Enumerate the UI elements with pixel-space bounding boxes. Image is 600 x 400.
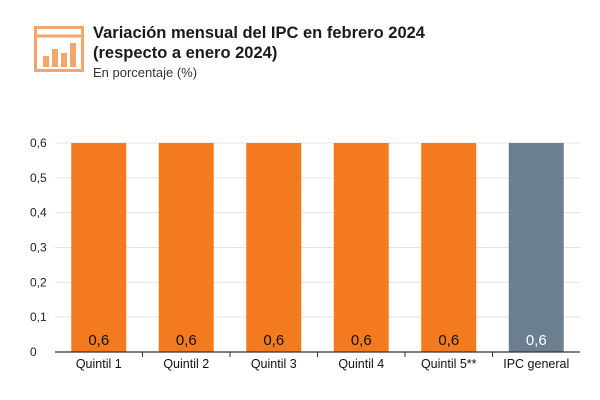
category-label: Quintil 2	[163, 357, 209, 371]
bar	[421, 143, 477, 352]
bar	[71, 143, 127, 352]
chart-title-line2: (respecto a enero 2024)	[93, 44, 278, 62]
category-label: Quintil 4	[338, 357, 384, 371]
y-tick-label: 0,4	[30, 206, 47, 220]
bar-chart-icon	[34, 26, 84, 72]
data-label: 0,6	[438, 332, 459, 349]
y-tick-label: 0,6	[30, 136, 47, 150]
data-label: 0,6	[526, 332, 547, 349]
bar	[508, 143, 564, 352]
chart-subtitle: En porcentaje (%)	[93, 65, 198, 80]
chart-title: Variación mensual del IPC en febrero 202…	[93, 23, 425, 63]
y-tick-label: 0	[30, 345, 37, 359]
data-label: 0,6	[351, 332, 372, 349]
chart-header: Variación mensual del IPC en febrero 202…	[0, 0, 600, 100]
chart-title-line1: Variación mensual del IPC en febrero 202…	[93, 24, 425, 42]
bar	[158, 143, 214, 352]
bar	[246, 143, 302, 352]
y-tick-label: 0,3	[30, 241, 47, 255]
category-label: Quintil 1	[76, 357, 122, 371]
data-label: 0,6	[88, 332, 109, 349]
category-label: IPC general	[503, 357, 569, 371]
y-tick-label: 0,5	[30, 171, 47, 185]
y-tick-label: 0,1	[30, 310, 47, 324]
category-label: Quintil 5**	[421, 357, 477, 371]
bar	[333, 143, 389, 352]
y-tick-label: 0,2	[30, 275, 47, 289]
data-label: 0,6	[176, 332, 197, 349]
category-label: Quintil 3	[251, 357, 297, 371]
data-label: 0,6	[263, 332, 284, 349]
